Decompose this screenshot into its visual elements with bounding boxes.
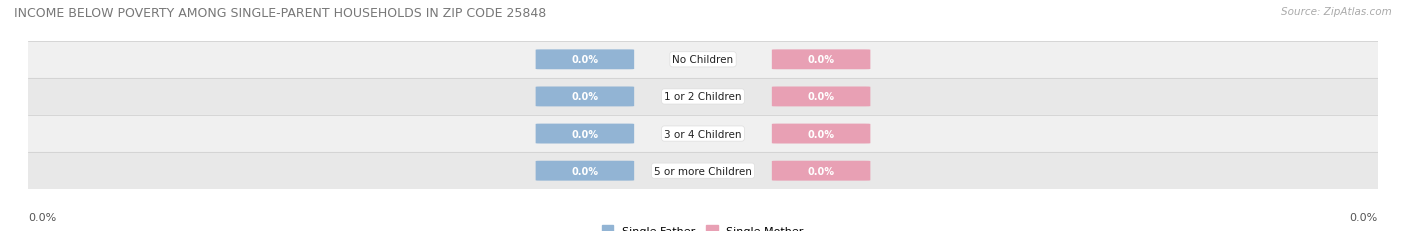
Text: 0.0%: 0.0% — [1350, 212, 1378, 222]
Text: 0.0%: 0.0% — [807, 129, 835, 139]
Text: 0.0%: 0.0% — [571, 92, 599, 102]
Bar — [28, 79, 1378, 116]
Text: No Children: No Children — [672, 55, 734, 65]
FancyBboxPatch shape — [536, 87, 634, 107]
Text: 0.0%: 0.0% — [807, 55, 835, 65]
Text: 0.0%: 0.0% — [571, 55, 599, 65]
Text: 0.0%: 0.0% — [28, 212, 56, 222]
Text: Source: ZipAtlas.com: Source: ZipAtlas.com — [1281, 7, 1392, 17]
FancyBboxPatch shape — [772, 50, 870, 70]
Bar — [28, 42, 1378, 79]
Text: 5 or more Children: 5 or more Children — [654, 166, 752, 176]
Text: 1 or 2 Children: 1 or 2 Children — [664, 92, 742, 102]
Legend: Single Father, Single Mother: Single Father, Single Mother — [598, 220, 808, 231]
Text: 0.0%: 0.0% — [571, 129, 599, 139]
Text: 0.0%: 0.0% — [807, 166, 835, 176]
FancyBboxPatch shape — [772, 161, 870, 181]
Text: INCOME BELOW POVERTY AMONG SINGLE-PARENT HOUSEHOLDS IN ZIP CODE 25848: INCOME BELOW POVERTY AMONG SINGLE-PARENT… — [14, 7, 547, 20]
Text: 0.0%: 0.0% — [571, 166, 599, 176]
FancyBboxPatch shape — [536, 50, 634, 70]
Text: 3 or 4 Children: 3 or 4 Children — [664, 129, 742, 139]
FancyBboxPatch shape — [536, 161, 634, 181]
FancyBboxPatch shape — [772, 87, 870, 107]
FancyBboxPatch shape — [536, 124, 634, 144]
Text: 0.0%: 0.0% — [807, 92, 835, 102]
Bar — [28, 152, 1378, 189]
Bar — [28, 116, 1378, 152]
FancyBboxPatch shape — [772, 124, 870, 144]
